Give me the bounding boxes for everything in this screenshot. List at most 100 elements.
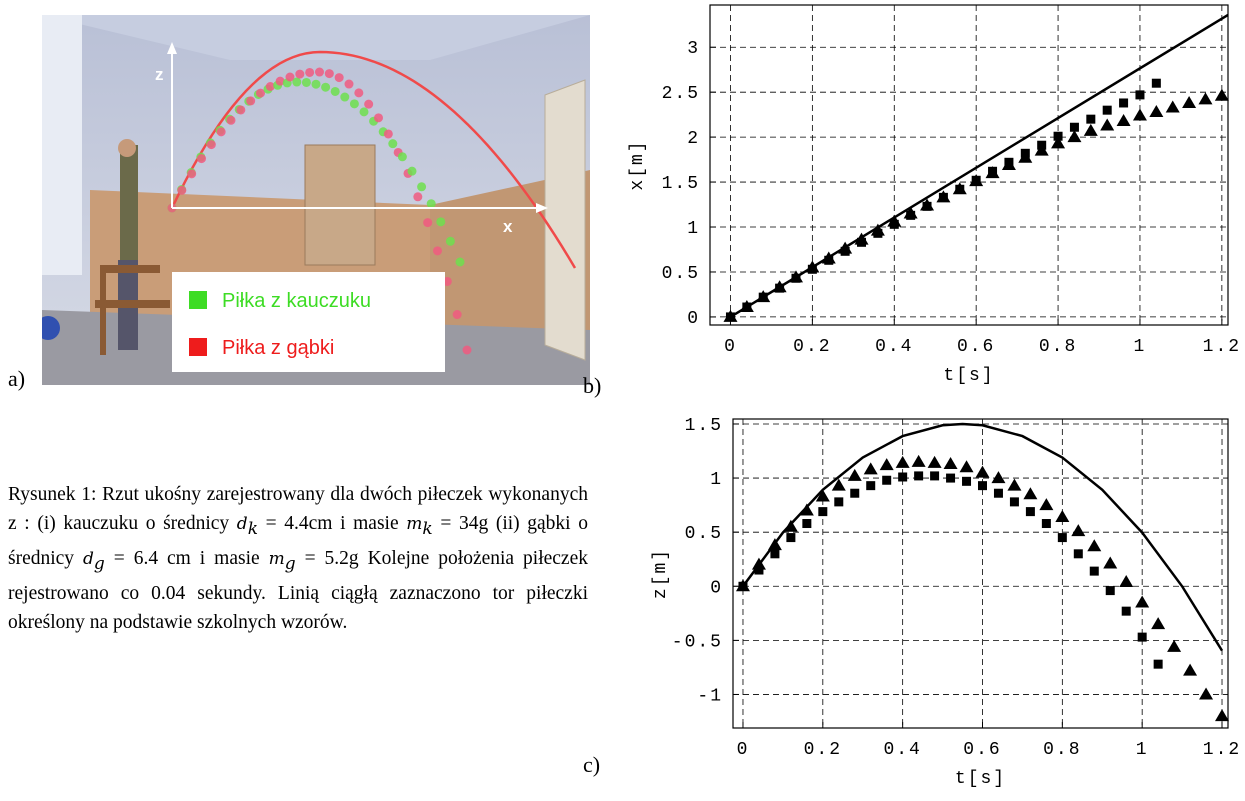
triangle-marker xyxy=(1132,108,1147,121)
square-marker xyxy=(1102,105,1112,115)
photo-dot xyxy=(295,69,305,79)
x-tick-label: 1 xyxy=(1136,740,1149,760)
photo-dot xyxy=(311,79,321,89)
triangle-marker xyxy=(895,455,910,468)
x-tick-label: 0 xyxy=(737,740,750,760)
triangle-marker xyxy=(936,190,951,203)
triangle-marker xyxy=(911,454,926,467)
photo-dot xyxy=(354,88,364,98)
panel-label: a) xyxy=(8,366,25,391)
triangle-marker xyxy=(815,489,830,502)
photo-dot xyxy=(321,82,331,92)
photo-dot xyxy=(359,107,369,117)
triangle-marker xyxy=(879,458,894,471)
square-marker xyxy=(930,471,940,481)
y-tick-label: -0.5 xyxy=(672,632,723,652)
photo-dot xyxy=(246,96,256,106)
triangle-marker xyxy=(1149,104,1164,117)
photo-dot xyxy=(349,99,359,109)
caption-text: = 4.4cm i masie xyxy=(258,513,407,534)
photo-dot xyxy=(383,129,393,139)
triangle-marker xyxy=(1039,498,1054,511)
square-marker xyxy=(1086,114,1096,124)
y-tick-label: 1 xyxy=(710,470,723,490)
triangle-marker xyxy=(920,198,935,211)
caption-text: Rysunek 1: Rzut ukośny zarejestrowany dl… xyxy=(8,484,588,534)
triangle-marker xyxy=(943,457,958,470)
photo-axis-label: z xyxy=(155,65,164,84)
triangle-marker xyxy=(1067,130,1082,143)
triangle-marker xyxy=(783,519,798,532)
caption-math: d xyxy=(236,514,248,534)
square-marker xyxy=(946,473,956,483)
square-marker xyxy=(866,481,876,491)
caption-math: m xyxy=(268,548,285,569)
caption-math: m xyxy=(406,514,423,534)
caption-text: = 6.4 cm i masie xyxy=(104,547,269,569)
photo-dot xyxy=(455,257,465,267)
photo-dot xyxy=(187,169,197,179)
photo-dot xyxy=(301,77,311,87)
legend-label: Piłka z kauczuku xyxy=(222,290,371,312)
photo-trajectory xyxy=(170,50,577,269)
square-marker xyxy=(1153,659,1163,669)
square-marker xyxy=(1073,549,1083,559)
square-marker xyxy=(1135,90,1145,100)
triangle-marker xyxy=(1135,595,1150,608)
triangle-marker xyxy=(799,503,814,516)
square-marker xyxy=(850,488,860,498)
square-marker xyxy=(770,549,780,559)
plot-frame xyxy=(709,4,1229,326)
square-marker xyxy=(882,475,892,485)
panel-label: b) xyxy=(583,373,601,398)
photo-dot xyxy=(236,105,246,115)
x-tick-label: 0.2 xyxy=(804,740,842,760)
photo-dot xyxy=(226,115,236,125)
triangle-marker xyxy=(1167,639,1182,652)
square-marker xyxy=(1121,606,1131,616)
y-tick-label: 0 xyxy=(710,578,723,598)
x-tick-label: 1.2 xyxy=(1203,337,1241,357)
caption-text: = 34g (ii) gąbki o średnicy xyxy=(8,513,588,569)
square-marker xyxy=(1009,497,1019,507)
x-tick-label: 0 xyxy=(724,337,737,357)
square-marker xyxy=(786,533,796,543)
caption-math: k xyxy=(422,518,433,539)
triangle-marker xyxy=(831,478,846,491)
photo-dot xyxy=(413,192,423,202)
square-marker xyxy=(977,481,987,491)
triangle-marker xyxy=(1083,123,1098,136)
y-tick-label: 2 xyxy=(687,129,700,149)
photo-dot xyxy=(206,140,216,150)
x-axis-label: t[s] xyxy=(943,366,994,386)
photo-dot xyxy=(426,199,436,209)
triangle-marker xyxy=(1055,510,1070,523)
triangle-marker xyxy=(1215,709,1230,722)
photo-dot xyxy=(197,154,206,164)
triangle-marker xyxy=(1182,95,1197,108)
photo-dot xyxy=(340,92,350,102)
photo-dot xyxy=(374,113,383,123)
photo-dot xyxy=(344,79,354,89)
photo-dot xyxy=(462,345,472,355)
caption: Rysunek 1: Rzut ukośny zarejestrowany dl… xyxy=(8,480,588,637)
caption-text: = 5.2g Kolejne położenia piłeczek rejest… xyxy=(8,547,588,633)
triangle-marker xyxy=(723,309,738,322)
y-tick-label: 0 xyxy=(687,309,700,329)
photo-dot xyxy=(265,81,275,91)
photo-dot xyxy=(407,166,417,176)
legend-label: Piłka z gąbki xyxy=(222,337,334,359)
photo-dot xyxy=(433,246,442,256)
triangle-marker xyxy=(838,241,853,254)
y-axis-label: z[m] xyxy=(651,548,671,599)
photo-axis-label: x xyxy=(503,217,513,236)
x-tick-label: 0.6 xyxy=(963,740,1001,760)
line xyxy=(741,422,1224,652)
photo-dot xyxy=(417,182,427,192)
panel-label: c) xyxy=(583,752,600,777)
caption-math: k xyxy=(247,518,258,539)
triangle-marker xyxy=(1007,478,1022,491)
triangle-marker xyxy=(1034,143,1049,156)
